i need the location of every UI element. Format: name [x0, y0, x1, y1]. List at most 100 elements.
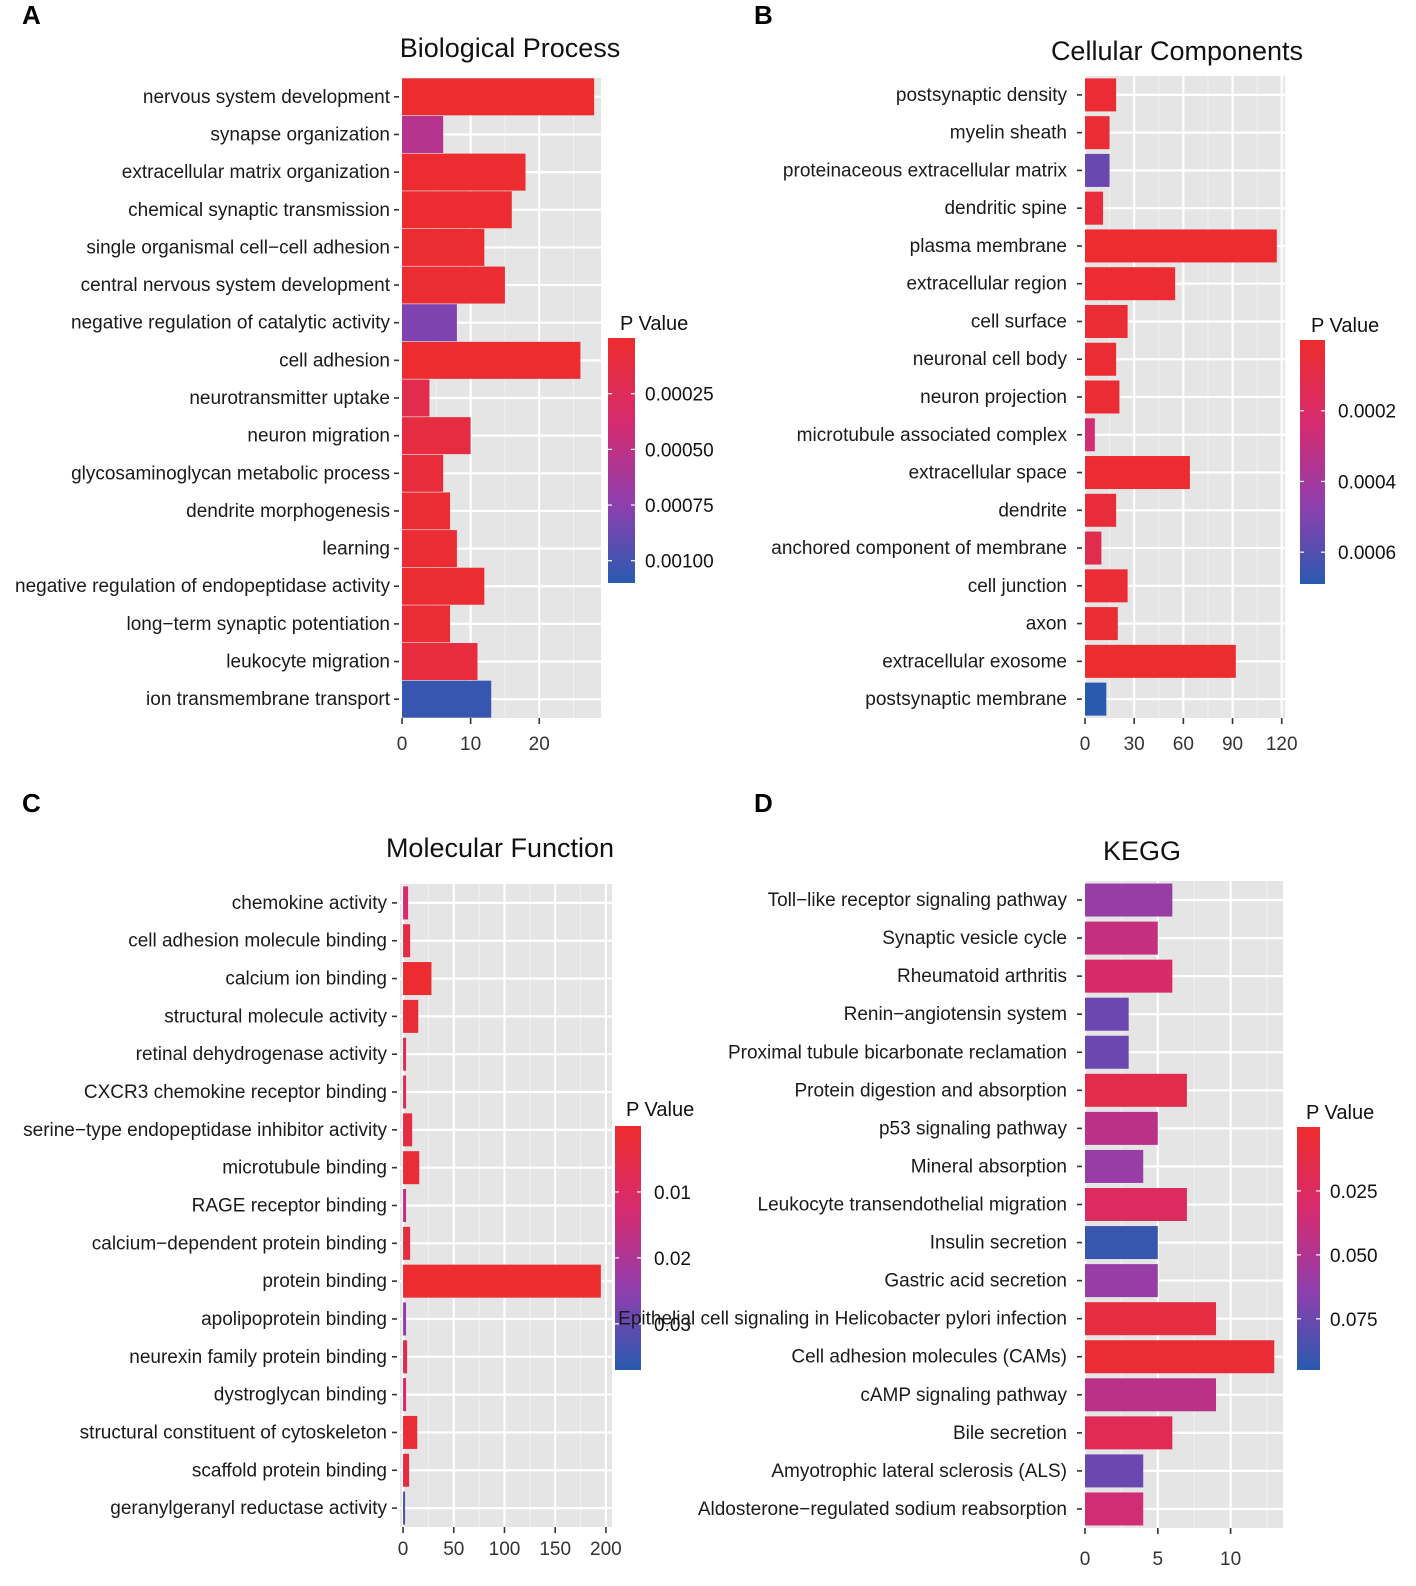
bar [1085, 531, 1102, 565]
bar [402, 454, 444, 492]
bar [1085, 607, 1118, 641]
bar [403, 1226, 411, 1260]
bar [403, 1037, 407, 1071]
panel-letter: B [754, 0, 773, 30]
category-label: microtubule binding [222, 1158, 387, 1179]
bar [402, 643, 478, 681]
category-label: plasma membrane [910, 236, 1067, 257]
bar [1085, 1149, 1144, 1183]
bar [1085, 153, 1110, 187]
bar [1085, 1302, 1217, 1336]
category-label: learning [322, 539, 390, 560]
category-label: structural constituent of cytoskeleton [80, 1422, 387, 1443]
category-label: synapse organization [210, 124, 390, 145]
legend-colorbar [1300, 340, 1325, 584]
category-label: CXCR3 chemokine receptor binding [84, 1082, 387, 1103]
legend-title: P Value [1311, 315, 1379, 337]
x-tick-label: 50 [443, 1539, 464, 1560]
x-tick-label: 60 [1173, 734, 1194, 755]
category-label: postsynaptic membrane [865, 689, 1067, 710]
bar [402, 379, 430, 417]
chart-title: Cellular Components [1051, 36, 1303, 66]
bar [1085, 1111, 1158, 1145]
bar [1085, 342, 1117, 376]
legend-label: 0.03 [654, 1315, 691, 1336]
bar [1085, 644, 1236, 678]
bar [403, 999, 419, 1033]
chart-title: Molecular Function [386, 833, 614, 863]
legend-title: P Value [626, 1099, 694, 1121]
bar [402, 341, 581, 379]
category-label: neuron migration [247, 426, 390, 447]
bar [403, 886, 409, 920]
category-label: nervous system development [143, 87, 391, 108]
category-label: p53 signaling pathway [879, 1118, 1068, 1139]
bar [402, 680, 492, 718]
chart-panel-b: B Cellular Components postsynaptic density… [754, 0, 1397, 755]
bar [402, 115, 444, 153]
bar [403, 1453, 410, 1487]
chart-panel-d: D KEGG Toll−like receptor signaling pathwa… [618, 788, 1377, 1570]
bar [1085, 921, 1158, 955]
bar [403, 1378, 407, 1412]
panel-letter: A [22, 0, 41, 30]
bar [402, 228, 485, 266]
bar [1085, 1416, 1173, 1450]
chart-panel-c: C Molecular Function chemokine activity cel… [22, 788, 694, 1560]
bar [403, 1340, 408, 1374]
x-tick-label: 0 [397, 734, 408, 755]
bar [402, 153, 526, 191]
x-tick-label: 0 [398, 1539, 409, 1560]
bar [1085, 267, 1176, 301]
chart-title: Biological Process [400, 33, 621, 63]
category-label: cAMP signaling pathway [860, 1385, 1067, 1406]
bar [1085, 883, 1173, 917]
category-label: axon [1026, 614, 1067, 635]
category-label: anchored component of membrane [771, 538, 1067, 559]
bar [403, 1113, 413, 1147]
category-label: ion transmembrane transport [146, 689, 391, 710]
bar [402, 567, 485, 605]
category-label: RAGE receptor binding [192, 1196, 387, 1217]
bar [403, 924, 411, 958]
bar [403, 1075, 407, 1109]
bar [403, 1302, 407, 1336]
bar [1085, 569, 1128, 603]
bar [1085, 1454, 1144, 1488]
x-tick-label: 10 [1220, 1549, 1241, 1570]
category-label: calcium ion binding [225, 969, 387, 990]
bar [403, 1491, 406, 1525]
legend-label: 0.02 [654, 1249, 691, 1270]
category-label: Insulin secretion [930, 1233, 1067, 1254]
category-label: Amyotrophic lateral sclerosis (ALS) [771, 1461, 1067, 1482]
bar [403, 1151, 420, 1185]
category-label: Rheumatoid arthritis [897, 966, 1067, 987]
category-label: proteinaceous extracellular matrix [783, 160, 1068, 181]
category-label: Epithelial cell signaling in Helicobacte… [618, 1309, 1067, 1330]
category-label: extracellular space [909, 463, 1067, 484]
category-label: single organismal cell−cell adhesion [86, 237, 390, 258]
category-label: glycosaminoglycan metabolic process [71, 463, 390, 484]
category-label: postsynaptic density [896, 85, 1068, 106]
category-label: chemical synaptic transmission [128, 200, 390, 221]
x-tick-label: 150 [539, 1539, 571, 1560]
bar [402, 492, 451, 530]
category-label: Aldosterone−regulated sodium reabsorptio… [698, 1499, 1067, 1520]
category-label: negative regulation of catalytic activit… [71, 313, 390, 334]
bar [1085, 1226, 1158, 1260]
category-label: Cell adhesion molecules (CAMs) [791, 1347, 1067, 1368]
x-tick-label: 0 [1080, 734, 1091, 755]
bar [1085, 116, 1110, 150]
bar [402, 78, 595, 116]
category-label: dendritic spine [944, 198, 1067, 219]
legend-colorbar [1297, 1127, 1320, 1370]
category-label: extracellular matrix organization [122, 162, 390, 183]
bar [1085, 229, 1277, 263]
bar [1085, 1340, 1275, 1374]
panel-letter: C [22, 788, 41, 818]
x-tick-label: 90 [1222, 734, 1243, 755]
category-label: neurotransmitter uptake [189, 388, 390, 409]
category-label: microtubule associated complex [797, 425, 1068, 446]
category-label: neurexin family protein binding [129, 1347, 387, 1368]
